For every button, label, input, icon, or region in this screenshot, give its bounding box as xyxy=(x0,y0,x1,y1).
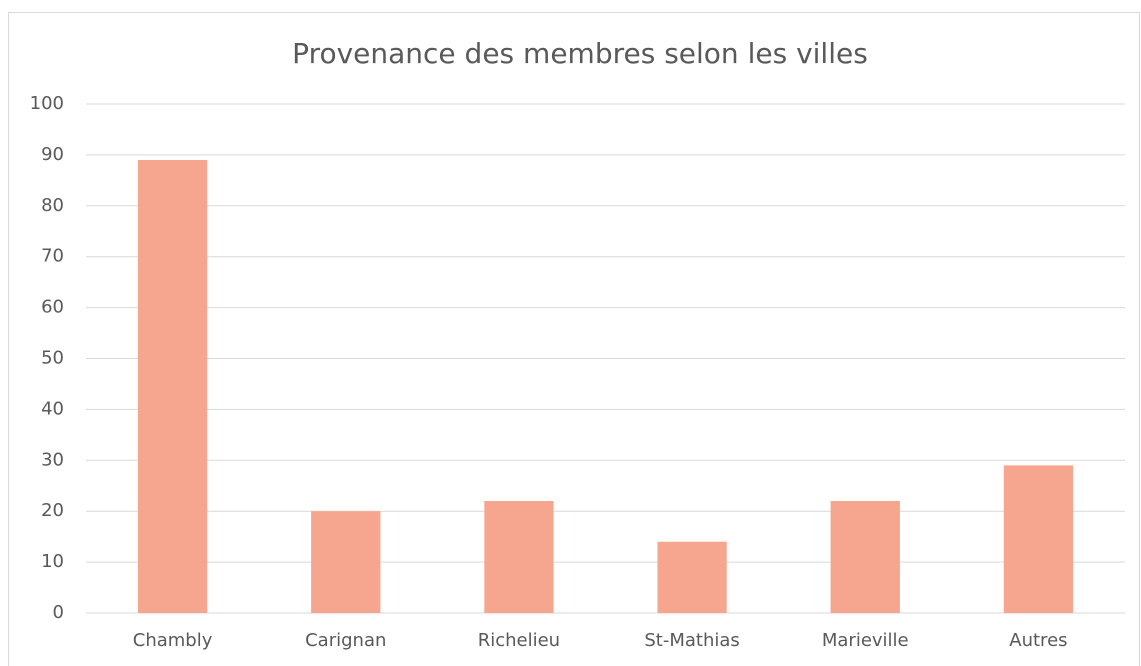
y-tick-label: 90 xyxy=(41,144,64,165)
x-tick-label: St-Mathias xyxy=(644,630,739,651)
y-tick-label: 30 xyxy=(41,449,64,470)
bar xyxy=(137,159,208,614)
x-tick-label: Chambly xyxy=(133,630,213,651)
y-tick-label: 20 xyxy=(41,500,64,521)
y-tick-label: 100 xyxy=(30,93,64,114)
y-tick-label: 80 xyxy=(41,195,64,216)
y-tick-label: 10 xyxy=(41,551,64,572)
x-tick-label: Marieville xyxy=(822,630,909,651)
y-tick-label: 70 xyxy=(41,246,64,267)
y-tick-label: 50 xyxy=(41,348,64,369)
y-tick-label: 60 xyxy=(41,297,64,318)
bar xyxy=(830,501,900,613)
bar xyxy=(657,541,727,613)
bar xyxy=(1003,465,1074,613)
y-tick-label: 0 xyxy=(53,602,64,623)
bar xyxy=(311,511,381,613)
x-tick-label: Richelieu xyxy=(478,630,560,651)
chart-title: Provenance des membres selon les villes xyxy=(292,37,868,70)
bar xyxy=(484,501,554,613)
y-tick-label: 40 xyxy=(41,398,64,419)
x-tick-label: Carignan xyxy=(305,630,386,651)
x-tick-label: Autres xyxy=(1009,630,1067,651)
